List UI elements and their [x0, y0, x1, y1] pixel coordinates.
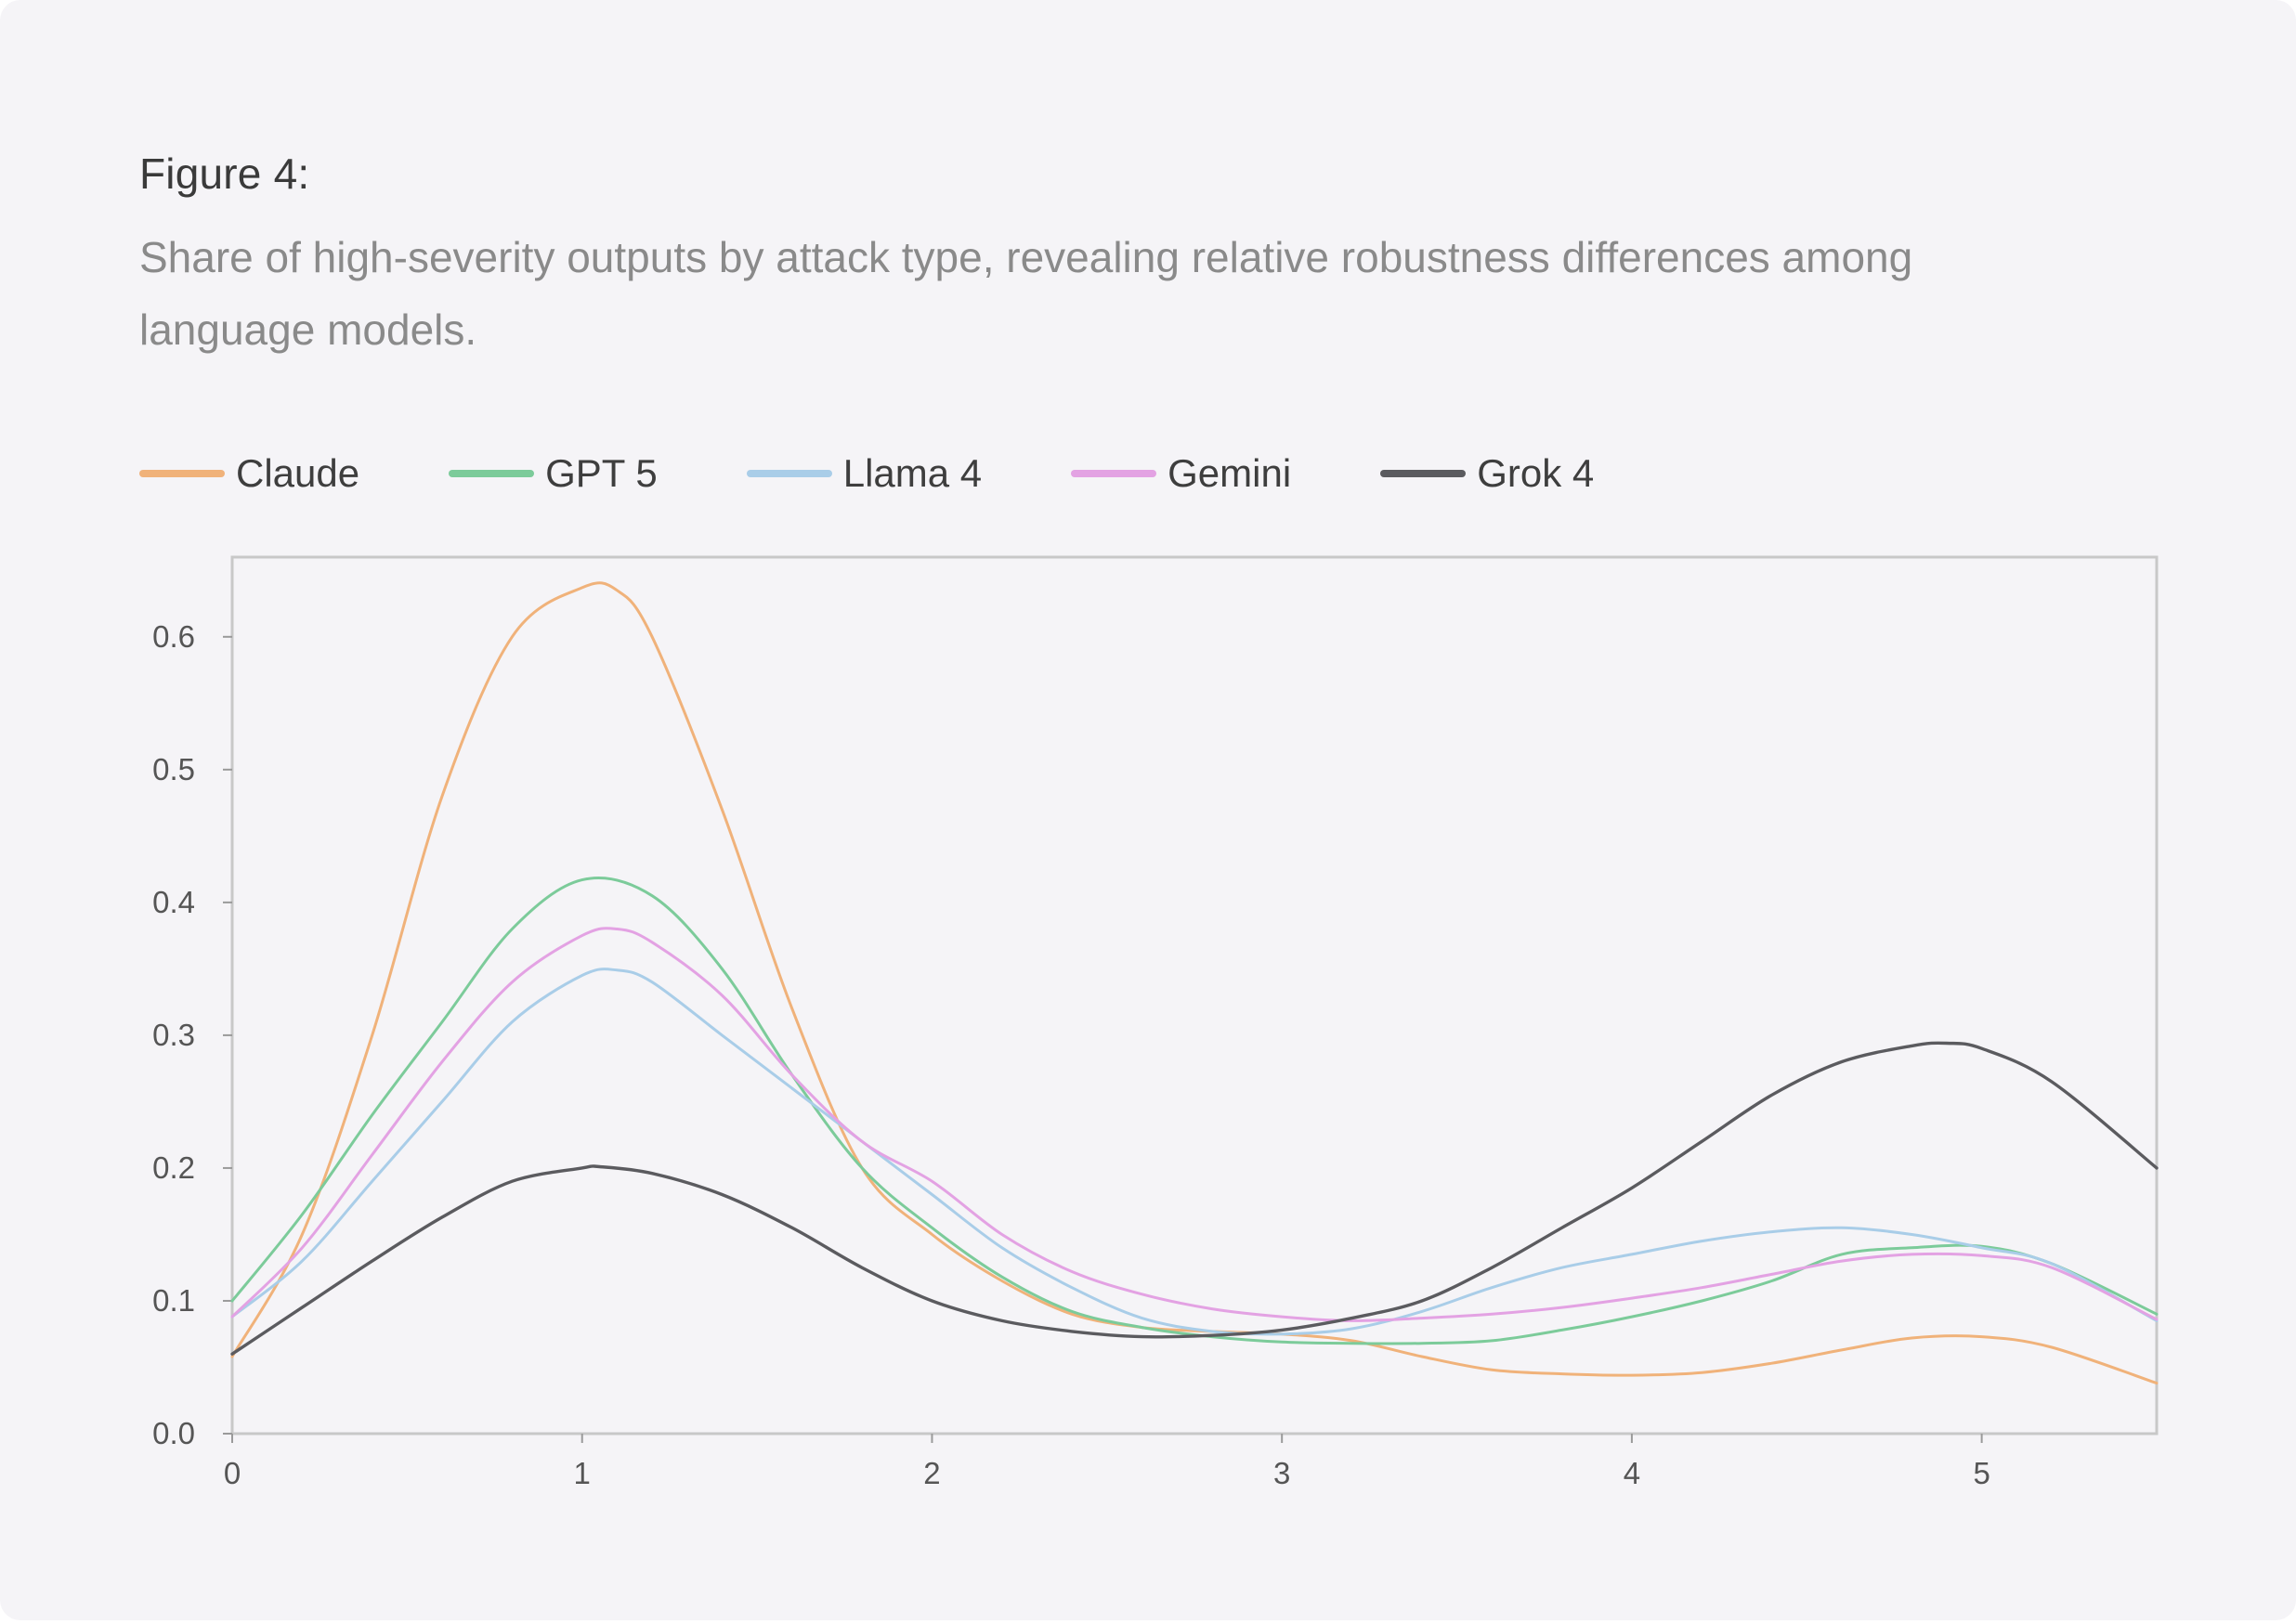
figure-caption: Share of high-severity outputs by attack…	[139, 233, 1913, 354]
legend-label-gpt5: GPT 5	[545, 451, 658, 495]
legend-swatch-claude	[139, 470, 225, 477]
legend-swatch-llama4	[746, 470, 832, 477]
series-line-gpt5	[230, 877, 2159, 1345]
y-tick-label: 0.2	[152, 1150, 195, 1185]
legend-item-grok4: Grok 4	[1380, 451, 1594, 496]
legend-item-gpt5: GPT 5	[449, 451, 658, 496]
y-tick-label: 0.4	[152, 885, 195, 919]
series-line-gemini	[230, 927, 2159, 1322]
y-tick-label: 0.5	[152, 752, 195, 786]
legend-item-gemini: Gemini	[1071, 451, 1291, 496]
x-tick-label: 0	[224, 1456, 241, 1490]
x-tick-label: 5	[1973, 1456, 1989, 1490]
legend-swatch-gpt5	[449, 470, 535, 477]
x-tick-label: 3	[1273, 1456, 1290, 1490]
y-tick-label: 0.6	[152, 619, 195, 654]
series-line-claude	[230, 581, 2159, 1385]
y-tick-label: 0.0	[152, 1416, 195, 1450]
legend-item-llama4: Llama 4	[746, 451, 983, 496]
chart-legend: Claude GPT 5 Llama 4 Gemini Grok 4	[139, 448, 1683, 500]
legend-swatch-grok4	[1380, 470, 1467, 477]
legend-item-claude: Claude	[139, 451, 359, 496]
x-tick-label: 1	[574, 1456, 591, 1490]
legend-label-llama4: Llama 4	[842, 451, 983, 495]
figure-title: Figure 4:	[139, 149, 310, 198]
y-tick-label: 0.1	[152, 1283, 195, 1318]
plot-frame	[230, 555, 2159, 1436]
x-tick-label: 4	[1624, 1456, 1640, 1490]
legend-swatch-gemini	[1071, 470, 1157, 477]
legend-label-claude: Claude	[236, 451, 360, 495]
series-line-grok4	[230, 1041, 2159, 1356]
y-tick-label: 0.3	[152, 1018, 195, 1052]
legend-label-grok4: Grok 4	[1477, 451, 1595, 495]
series-line-llama4	[230, 968, 2159, 1336]
legend-label-gemini: Gemini	[1168, 451, 1292, 495]
x-tick-label: 2	[923, 1456, 940, 1490]
